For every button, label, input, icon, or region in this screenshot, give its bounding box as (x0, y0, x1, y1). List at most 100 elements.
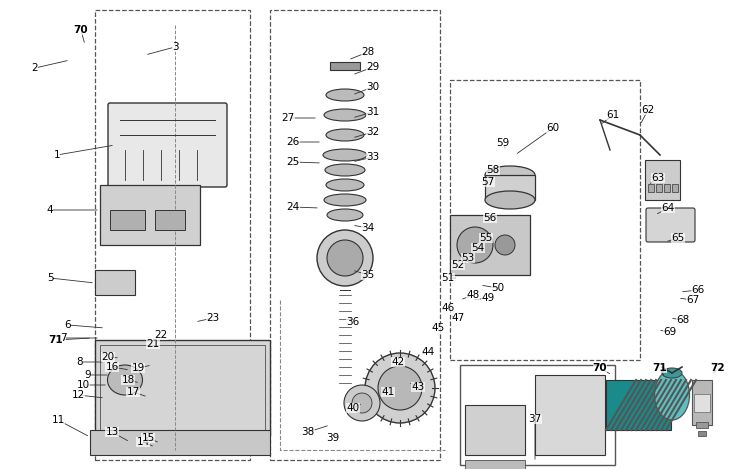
Text: 29: 29 (366, 62, 380, 72)
Bar (696, 422, 708, 428)
Text: 9: 9 (85, 370, 92, 380)
Bar (90, 430, 270, 455)
Ellipse shape (326, 179, 364, 191)
Text: 52: 52 (452, 260, 464, 270)
Circle shape (344, 385, 380, 421)
Text: 70: 70 (592, 363, 608, 373)
Text: 27: 27 (281, 113, 295, 123)
Text: 20: 20 (101, 352, 115, 362)
Bar (692, 380, 712, 425)
FancyBboxPatch shape (108, 103, 227, 187)
Bar (648, 184, 654, 192)
Text: 11: 11 (51, 415, 64, 425)
Text: 17: 17 (126, 387, 140, 397)
Bar (465, 460, 525, 469)
Ellipse shape (655, 370, 689, 420)
Bar (465, 405, 525, 455)
Text: 70: 70 (74, 25, 88, 35)
Text: 1: 1 (54, 150, 60, 160)
Circle shape (352, 393, 372, 413)
Text: 54: 54 (471, 243, 484, 253)
Text: 38: 38 (302, 427, 315, 437)
Text: 42: 42 (392, 357, 405, 367)
Bar (155, 210, 185, 230)
Text: 71: 71 (49, 335, 63, 345)
Circle shape (495, 235, 515, 255)
Text: 13: 13 (105, 427, 118, 437)
Bar (100, 185, 200, 245)
Ellipse shape (325, 164, 365, 176)
Bar (460, 365, 615, 465)
Ellipse shape (326, 89, 364, 101)
Bar (95, 270, 135, 295)
Bar (95, 340, 270, 435)
Bar (694, 394, 710, 412)
Text: 23: 23 (206, 313, 220, 323)
Text: 60: 60 (547, 123, 560, 133)
Text: 72: 72 (711, 363, 725, 373)
Bar (664, 184, 670, 192)
Text: 36: 36 (346, 317, 360, 327)
Text: 66: 66 (692, 285, 705, 295)
Ellipse shape (324, 194, 366, 206)
Text: 3: 3 (172, 42, 178, 52)
Ellipse shape (662, 368, 682, 378)
Text: 15: 15 (141, 433, 154, 443)
Text: 16: 16 (105, 362, 118, 372)
Circle shape (378, 366, 422, 410)
Bar (645, 160, 680, 200)
Text: 22: 22 (154, 330, 168, 340)
Text: 26: 26 (286, 137, 299, 147)
Text: 35: 35 (362, 270, 375, 280)
Text: 41: 41 (381, 387, 394, 397)
Ellipse shape (326, 129, 364, 141)
Text: 7: 7 (60, 333, 66, 343)
Text: 56: 56 (483, 213, 496, 223)
Text: 40: 40 (346, 403, 359, 413)
Text: 46: 46 (441, 303, 454, 313)
Ellipse shape (324, 109, 366, 121)
Text: 39: 39 (326, 433, 340, 443)
Text: 25: 25 (286, 157, 299, 167)
Ellipse shape (485, 191, 535, 209)
Text: 14: 14 (136, 437, 149, 447)
Text: 30: 30 (367, 82, 380, 92)
Text: 51: 51 (441, 273, 454, 283)
Text: 4: 4 (46, 205, 53, 215)
Text: 2: 2 (32, 63, 38, 73)
Text: 45: 45 (431, 323, 445, 333)
Circle shape (327, 240, 363, 276)
Text: 18: 18 (122, 375, 135, 385)
Bar (450, 215, 530, 275)
Text: 21: 21 (146, 339, 160, 349)
Text: 64: 64 (662, 203, 675, 213)
Text: 50: 50 (491, 283, 505, 293)
Text: 19: 19 (131, 363, 145, 373)
Text: 71: 71 (652, 363, 668, 373)
Circle shape (317, 230, 373, 286)
Text: 24: 24 (286, 202, 299, 212)
Bar (485, 175, 535, 200)
Bar (110, 210, 145, 230)
Text: 34: 34 (362, 223, 375, 233)
Text: 67: 67 (686, 295, 700, 305)
Text: 69: 69 (663, 327, 676, 337)
Text: 57: 57 (482, 177, 495, 187)
Text: 62: 62 (641, 105, 655, 115)
Text: 47: 47 (452, 313, 464, 323)
Text: 63: 63 (651, 173, 664, 183)
Ellipse shape (107, 365, 142, 395)
Text: 44: 44 (422, 347, 435, 357)
Circle shape (365, 353, 435, 423)
Text: 59: 59 (496, 138, 510, 148)
Text: 31: 31 (366, 107, 380, 117)
Bar (330, 62, 360, 70)
Ellipse shape (327, 209, 363, 221)
Bar (270, 10, 440, 460)
Text: 53: 53 (461, 253, 475, 263)
Bar (95, 10, 250, 460)
Text: 6: 6 (64, 320, 71, 330)
Bar (698, 431, 706, 436)
Text: 28: 28 (362, 47, 375, 57)
Text: 33: 33 (366, 152, 380, 162)
